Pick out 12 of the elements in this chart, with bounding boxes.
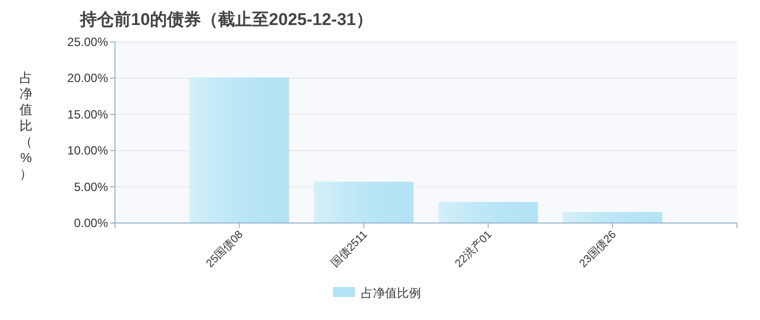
y-tick-label: 10.00%	[67, 144, 108, 158]
chart-title: 持仓前10的债券（截止至2025-12-31）	[79, 10, 373, 29]
y-tick-label: 25.00%	[67, 35, 108, 49]
y-tick-label: 20.00%	[67, 71, 108, 86]
x-tick-label: 25国债08	[204, 228, 246, 270]
y-tick-label: 15.00%	[67, 107, 108, 122]
x-tick-label: 22洪产01	[452, 228, 494, 270]
y-axis-title: 占净值比（%）	[20, 70, 32, 181]
x-tick-label: 23国债26	[577, 228, 619, 270]
y-tick-label: 0.00%	[74, 216, 108, 230]
legend-label: 占净值比例	[361, 286, 421, 300]
y-tick-label: 5.00%	[74, 180, 108, 194]
